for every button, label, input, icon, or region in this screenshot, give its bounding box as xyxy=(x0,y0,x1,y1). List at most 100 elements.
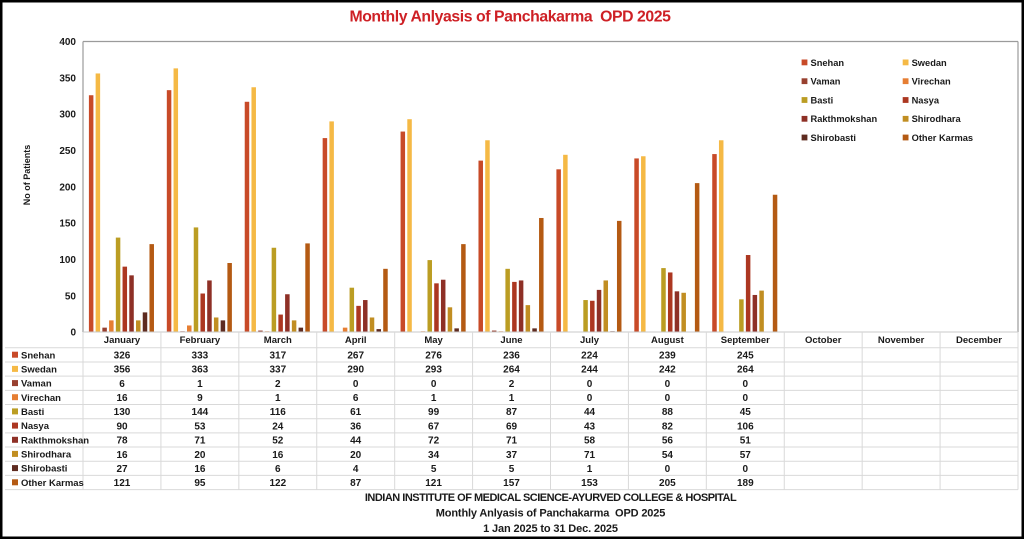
svg-text:54: 54 xyxy=(662,450,674,461)
svg-text:Snehan: Snehan xyxy=(811,58,845,68)
svg-text:Virechan: Virechan xyxy=(21,393,61,404)
svg-text:0: 0 xyxy=(587,379,593,390)
svg-text:50: 50 xyxy=(65,291,77,302)
svg-text:317: 317 xyxy=(269,351,286,362)
svg-text:May: May xyxy=(424,335,443,346)
svg-text:March: March xyxy=(264,335,292,346)
svg-text:57: 57 xyxy=(740,450,752,461)
svg-text:99: 99 xyxy=(428,407,440,418)
svg-text:0: 0 xyxy=(665,393,671,404)
svg-text:264: 264 xyxy=(503,365,520,376)
svg-text:90: 90 xyxy=(116,421,128,432)
svg-text:44: 44 xyxy=(584,407,596,418)
svg-text:5: 5 xyxy=(509,464,515,475)
svg-text:200: 200 xyxy=(59,182,76,193)
svg-text:250: 250 xyxy=(59,146,76,157)
svg-text:244: 244 xyxy=(581,365,598,376)
svg-text:121: 121 xyxy=(425,478,442,489)
svg-text:1: 1 xyxy=(587,464,593,475)
svg-text:264: 264 xyxy=(737,365,754,376)
svg-text:Monthly Anlyasis of Panchakarm: Monthly Anlyasis of Panchakarma OPD 2025 xyxy=(349,9,671,26)
svg-text:52: 52 xyxy=(272,436,284,447)
svg-text:16: 16 xyxy=(116,450,128,461)
svg-text:95: 95 xyxy=(194,478,206,489)
svg-text:61: 61 xyxy=(350,407,362,418)
svg-text:9: 9 xyxy=(197,393,203,404)
svg-text:0: 0 xyxy=(743,393,749,404)
svg-text:0: 0 xyxy=(743,379,749,390)
svg-text:Vaman: Vaman xyxy=(21,379,52,390)
svg-text:78: 78 xyxy=(116,436,128,447)
svg-text:20: 20 xyxy=(350,450,362,461)
svg-text:2: 2 xyxy=(275,379,281,390)
svg-text:Nasya: Nasya xyxy=(912,95,940,105)
svg-text:16: 16 xyxy=(272,450,284,461)
svg-text:276: 276 xyxy=(425,351,442,362)
svg-text:82: 82 xyxy=(662,421,674,432)
svg-text:Snehan: Snehan xyxy=(21,350,56,361)
svg-text:2: 2 xyxy=(509,379,515,390)
svg-text:37: 37 xyxy=(506,450,518,461)
svg-text:293: 293 xyxy=(425,365,442,376)
svg-text:6: 6 xyxy=(119,379,125,390)
svg-text:Nasya: Nasya xyxy=(21,421,50,432)
svg-text:53: 53 xyxy=(194,421,206,432)
svg-text:116: 116 xyxy=(270,407,287,418)
svg-text:4: 4 xyxy=(353,464,359,475)
svg-text:0: 0 xyxy=(665,464,671,475)
svg-text:267: 267 xyxy=(347,351,364,362)
svg-text:Shirobasti: Shirobasti xyxy=(21,464,67,475)
svg-text:69: 69 xyxy=(506,421,518,432)
svg-text:September: September xyxy=(721,335,770,346)
svg-text:0: 0 xyxy=(743,464,749,475)
svg-text:153: 153 xyxy=(581,478,598,489)
svg-text:34: 34 xyxy=(428,450,440,461)
svg-text:44: 44 xyxy=(350,436,362,447)
svg-text:6: 6 xyxy=(275,464,281,475)
svg-text:100: 100 xyxy=(59,255,76,266)
svg-text:88: 88 xyxy=(662,407,674,418)
svg-text:April: April xyxy=(345,335,367,346)
svg-text:July: July xyxy=(580,335,600,346)
svg-text:November: November xyxy=(878,335,925,346)
svg-text:189: 189 xyxy=(737,478,754,489)
svg-text:1: 1 xyxy=(431,393,437,404)
svg-text:157: 157 xyxy=(503,478,520,489)
svg-text:326: 326 xyxy=(114,351,131,362)
svg-text:Rakthmokshan: Rakthmokshan xyxy=(811,114,878,124)
svg-text:1: 1 xyxy=(509,393,515,404)
svg-text:72: 72 xyxy=(428,436,440,447)
svg-text:Other Karmas: Other Karmas xyxy=(21,478,84,489)
svg-text:236: 236 xyxy=(503,351,520,362)
svg-text:242: 242 xyxy=(659,365,676,376)
svg-text:400: 400 xyxy=(59,37,76,48)
svg-text:Monthly Anlyasis of Panchakarm: Monthly Anlyasis of Panchakarma OPD 2025 xyxy=(436,508,665,520)
svg-text:51: 51 xyxy=(740,436,752,447)
svg-text:363: 363 xyxy=(192,365,209,376)
svg-text:150: 150 xyxy=(59,219,76,230)
svg-text:87: 87 xyxy=(350,478,362,489)
svg-text:Rakthmokshan: Rakthmokshan xyxy=(21,435,89,446)
svg-text:6: 6 xyxy=(353,393,359,404)
svg-text:290: 290 xyxy=(347,365,364,376)
svg-text:337: 337 xyxy=(269,365,286,376)
svg-text:356: 356 xyxy=(114,365,131,376)
svg-text:16: 16 xyxy=(194,464,206,475)
svg-text:20: 20 xyxy=(194,450,206,461)
svg-text:February: February xyxy=(180,335,221,346)
svg-text:1: 1 xyxy=(197,379,203,390)
svg-text:333: 333 xyxy=(192,351,209,362)
svg-text:December: December xyxy=(956,335,1002,346)
svg-text:24: 24 xyxy=(272,421,284,432)
svg-text:71: 71 xyxy=(584,450,596,461)
svg-text:Swedan: Swedan xyxy=(21,365,57,376)
svg-text:January: January xyxy=(104,335,141,346)
svg-text:Virechan: Virechan xyxy=(912,77,951,87)
svg-text:350: 350 xyxy=(59,73,76,84)
svg-text:INDIAN INSTITUTE OF MEDICAL SC: INDIAN INSTITUTE OF MEDICAL SCIENCE-AYUR… xyxy=(365,492,737,504)
svg-text:Shirodhara: Shirodhara xyxy=(912,114,962,124)
svg-text:245: 245 xyxy=(737,351,754,362)
svg-text:October: October xyxy=(805,335,842,346)
svg-text:36: 36 xyxy=(350,421,362,432)
svg-text:Basti: Basti xyxy=(21,407,44,418)
